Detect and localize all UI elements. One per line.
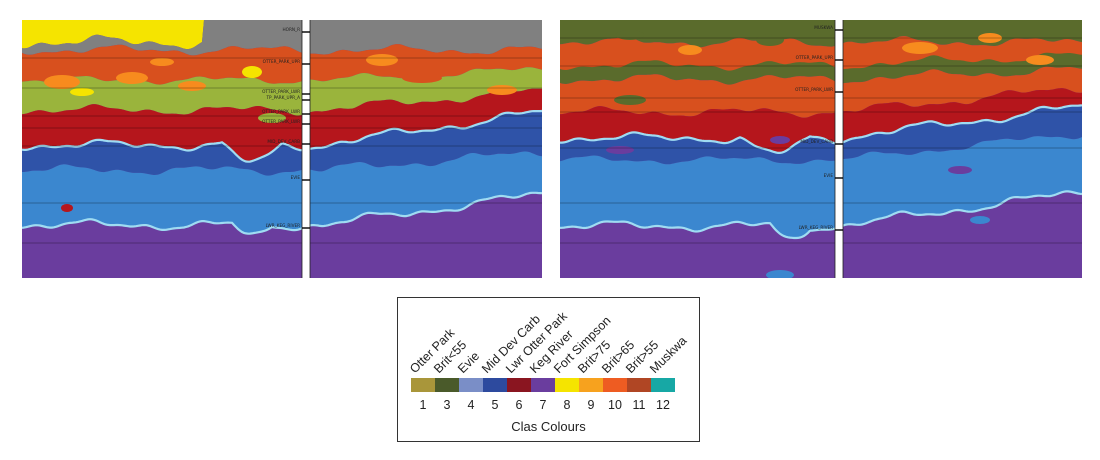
- well-track: [835, 20, 843, 278]
- legend-swatch: [651, 378, 675, 392]
- horizon-label: OTTER_PARK_UPR: [796, 55, 833, 60]
- horizon-label: MUSKWA: [814, 25, 833, 30]
- legend-swatch: [435, 378, 459, 392]
- yellow-zone: [22, 20, 542, 50]
- facies-patch: [948, 166, 972, 174]
- olive-zone: [560, 20, 1082, 48]
- horizon-label: OTTER_PARK_UPR: [263, 59, 300, 64]
- legend-swatch: [507, 378, 531, 392]
- olive-zone: [560, 52, 1082, 85]
- interpreted-horizon-line: [22, 191, 542, 235]
- legend-number: 4: [467, 398, 475, 412]
- facies-patch: [44, 75, 80, 89]
- left-section-panel: HORN_R OTTER_PARK_UPR OTTER_PARK_LWR TP_PAR…: [22, 20, 542, 278]
- legend-swatch: [531, 378, 555, 392]
- legend-swatch: [483, 378, 507, 392]
- facies-patch: [487, 85, 517, 95]
- facies-patch: [766, 270, 794, 278]
- legend-number: 9: [587, 398, 595, 412]
- left-section-image: HORN_ROTTER_PARK_UPROTTER_PARK_LWRTP_PAR…: [22, 20, 542, 278]
- facies-patch: [756, 34, 784, 46]
- legend-number: 6: [515, 398, 523, 412]
- legend-swatch: [411, 378, 435, 392]
- red-zone: [22, 88, 542, 162]
- interpreted-horizon-line: [560, 190, 1082, 240]
- legend-number: 1: [419, 398, 427, 412]
- facies-patch: [150, 58, 174, 66]
- legend-swatch: [603, 378, 627, 392]
- legend-swatch: [459, 378, 483, 392]
- legend-number: 8: [563, 398, 571, 412]
- legend-number: 10: [608, 398, 622, 412]
- legend-swatch: [627, 378, 651, 392]
- interpreted-horizon-line: [560, 104, 1082, 154]
- horizon-label: OTTER_PARK_LWR: [262, 109, 300, 114]
- facies-patch: [258, 113, 286, 123]
- facies-patch: [402, 73, 442, 83]
- red-zone: [560, 88, 1082, 153]
- horizon-label: OTTER_PARK_LWR: [795, 87, 833, 92]
- interpreted-horizon-line: [22, 109, 542, 163]
- orange-red-zone: [560, 66, 1082, 118]
- horizon-label: MID_DEV_CARB: [267, 139, 300, 144]
- facies-patch: [61, 204, 73, 212]
- facies-patch: [770, 136, 790, 144]
- horizon-label: OTTER_PARK_LWR: [262, 89, 300, 94]
- legend-number: 5: [491, 398, 499, 412]
- legend-title: Clas Colours: [511, 419, 586, 434]
- facies-patch: [116, 72, 148, 84]
- right-section-panel: MUSKWA OTTER_PARK_UPR OTTER_PARK_LWR MID_DE…: [560, 20, 1082, 278]
- legend-swatch: [579, 378, 603, 392]
- facies-patch: [678, 45, 702, 55]
- facies-patch: [178, 81, 206, 91]
- legend-number: 12: [656, 398, 670, 412]
- light-blue-zone: [22, 151, 542, 234]
- legend-number: 11: [632, 398, 646, 412]
- facies-patch: [616, 30, 644, 40]
- horizon-label: TP_PARK_UPR_A: [265, 95, 300, 100]
- facies-patch: [366, 54, 398, 66]
- horizon-label: EVIE: [291, 175, 301, 180]
- legend-number: 3: [443, 398, 451, 412]
- light-blue-zone: [560, 136, 1082, 238]
- horizon-label: OTTER_PARK_LWR: [262, 119, 300, 124]
- facies-patch: [970, 216, 990, 224]
- right-section-image: MUSKWA OTTER_PARK_UPR OTTER_PARK_LWR MID_DE…: [560, 20, 1082, 278]
- horizon-label: LWR_KEG_RIVER: [799, 225, 833, 230]
- facies-patch: [606, 146, 634, 154]
- horizon-label: HORN_R: [283, 27, 301, 32]
- legend-number: 7: [539, 398, 547, 412]
- gray-zone: [22, 20, 542, 56]
- facies-patch: [614, 95, 646, 105]
- legend-box: Otter Park Brit<55 Evie Mid Dev Carb Lwr Ott…: [397, 297, 700, 442]
- facies-patch: [242, 66, 262, 78]
- mid-blue-zone: [560, 105, 1082, 165]
- facies-patch: [1026, 55, 1054, 65]
- horizon-label: LWR_KEG_RIVER: [266, 223, 300, 228]
- facies-patch: [70, 88, 94, 96]
- legend-swatch: [555, 378, 579, 392]
- horizon-label: MID_DEV_CARB: [800, 139, 833, 144]
- well-track: [302, 20, 310, 278]
- horizon-label: EVIE: [824, 173, 834, 178]
- facies-patch: [902, 42, 938, 54]
